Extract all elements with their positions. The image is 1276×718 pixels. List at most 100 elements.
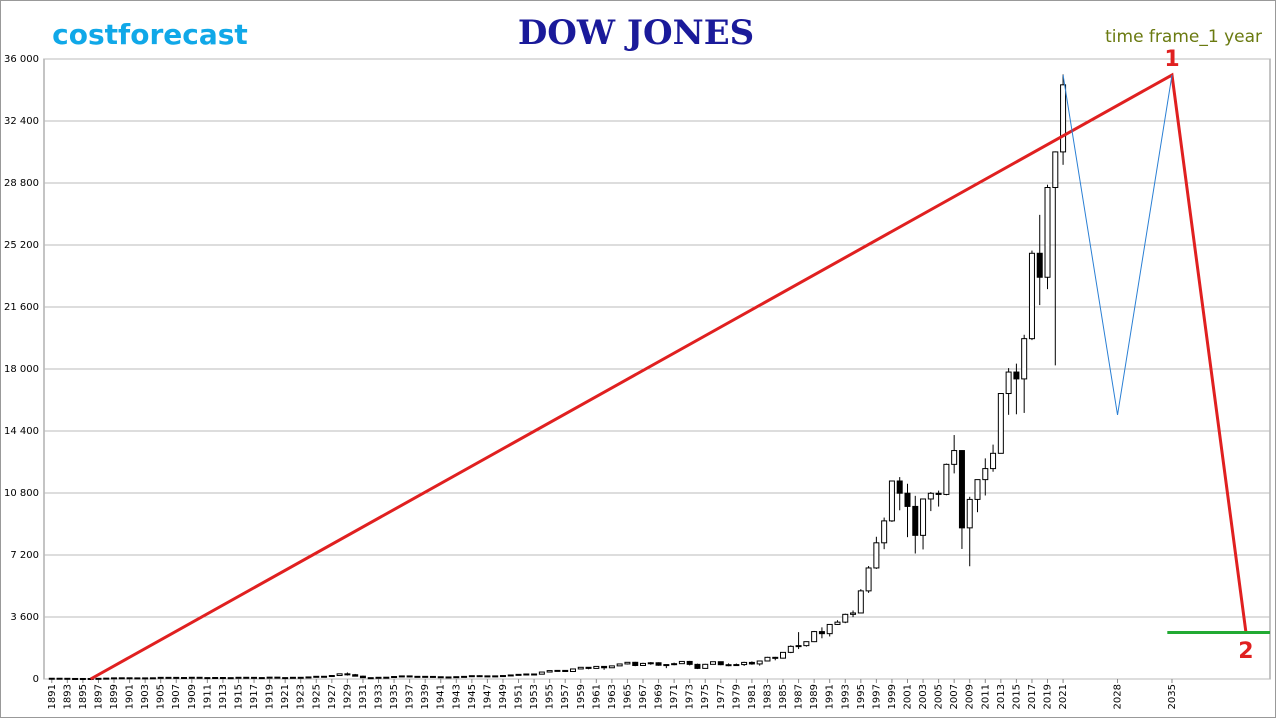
candle-body xyxy=(795,645,802,648)
candle-body xyxy=(359,675,366,679)
candle-body xyxy=(64,677,71,680)
candle-body xyxy=(1028,252,1035,340)
candle-body xyxy=(251,676,258,679)
candle-body xyxy=(616,663,623,667)
x-tick-label: 2013 xyxy=(996,684,1007,709)
x-tick-label: 2035 xyxy=(1167,684,1178,709)
candle-body xyxy=(383,676,390,679)
candle-body xyxy=(780,651,787,659)
candle-body xyxy=(756,660,763,665)
candle-body xyxy=(951,450,958,465)
x-tick-label: 1891 xyxy=(47,684,58,709)
x-tick-label: 1911 xyxy=(202,684,213,709)
candle-body xyxy=(468,675,475,678)
candle-body xyxy=(562,669,569,673)
candle-body xyxy=(997,393,1004,454)
wave-label: 1 xyxy=(1164,47,1179,72)
candle-body xyxy=(111,677,118,680)
candle-body xyxy=(134,677,141,680)
x-tick-label: 1991 xyxy=(825,684,836,709)
candle-body xyxy=(741,661,748,666)
candle-body xyxy=(717,661,724,666)
x-tick-label: 1961 xyxy=(591,684,602,709)
candle-body xyxy=(554,669,561,672)
candle-body xyxy=(181,677,188,680)
wave-label: 2 xyxy=(1238,639,1253,664)
x-tick-label: 1943 xyxy=(451,684,462,709)
candle-body xyxy=(445,676,452,679)
candle-body xyxy=(375,676,382,679)
x-tick-label: 1951 xyxy=(514,684,525,709)
candle-body xyxy=(523,673,530,676)
candle-body xyxy=(585,666,592,669)
candle-body xyxy=(671,663,678,666)
x-tick-label: 1893 xyxy=(62,684,73,709)
y-tick-label: 10 800 xyxy=(4,488,39,499)
x-tick-label: 1953 xyxy=(529,684,540,709)
x-tick-label: 2021 xyxy=(1058,684,1069,709)
x-tick-label: 2017 xyxy=(1027,684,1038,709)
x-tick-label: 1907 xyxy=(171,684,182,709)
candle-body xyxy=(958,450,965,529)
candle-body xyxy=(56,677,63,680)
candle-body xyxy=(608,665,615,669)
candle-body xyxy=(725,664,732,667)
candle-body xyxy=(577,666,584,670)
candle-body xyxy=(235,676,242,679)
x-tick-label: 1903 xyxy=(140,684,151,709)
candle-body xyxy=(787,645,794,653)
x-tick-label: 2009 xyxy=(965,684,976,709)
candle-body xyxy=(531,673,538,676)
candle-body xyxy=(772,656,779,659)
x-tick-label: 1983 xyxy=(762,684,773,709)
x-tick-label: 1981 xyxy=(747,684,758,709)
y-tick-label: 28 800 xyxy=(4,178,39,189)
candle-body xyxy=(313,675,320,678)
candle-body xyxy=(336,673,343,677)
candle-body xyxy=(126,677,133,680)
candle-body xyxy=(321,675,328,678)
candle-body xyxy=(282,677,289,680)
candle-body xyxy=(48,677,55,680)
candle-body xyxy=(406,675,413,678)
candle-body xyxy=(1060,84,1067,153)
candle-body xyxy=(103,677,110,680)
x-tick-label: 1923 xyxy=(296,684,307,709)
candle-body xyxy=(266,676,273,679)
candle-body xyxy=(811,631,818,643)
x-tick-label: 1921 xyxy=(280,684,291,709)
x-tick-label: 2007 xyxy=(949,684,960,709)
x-tick-label: 1997 xyxy=(871,684,882,709)
x-tick-label: 1935 xyxy=(389,684,400,709)
candle-body xyxy=(243,676,250,679)
candle-body xyxy=(569,668,576,673)
x-tick-label: 1969 xyxy=(654,684,665,709)
candle-body xyxy=(204,677,211,680)
candle-body xyxy=(515,673,522,676)
candle-body xyxy=(546,670,553,673)
x-tick-label: 1897 xyxy=(93,684,104,709)
candle-body xyxy=(935,492,942,495)
x-tick-label: 1901 xyxy=(125,684,136,709)
candle-body xyxy=(258,677,265,680)
candle-body xyxy=(764,656,771,662)
candle-body xyxy=(888,480,895,522)
brand: costforecast xyxy=(52,18,248,51)
x-tick-label: 2015 xyxy=(1011,684,1022,709)
candle-body xyxy=(297,676,304,679)
x-tick-label: 1959 xyxy=(576,684,587,709)
candle-body xyxy=(461,675,468,678)
candle-body xyxy=(982,468,989,481)
candle-body xyxy=(873,542,880,569)
candle-body xyxy=(391,676,398,679)
x-tick-label: 1945 xyxy=(467,684,478,709)
x-tick-label: 1993 xyxy=(840,684,851,709)
candle-body xyxy=(842,613,849,623)
candle-body xyxy=(974,479,981,500)
candle-body xyxy=(95,677,102,680)
candle-body xyxy=(647,662,654,665)
candle-body xyxy=(227,677,234,680)
x-tick-label: 1967 xyxy=(638,684,649,709)
x-tick-label: 1973 xyxy=(685,684,696,709)
